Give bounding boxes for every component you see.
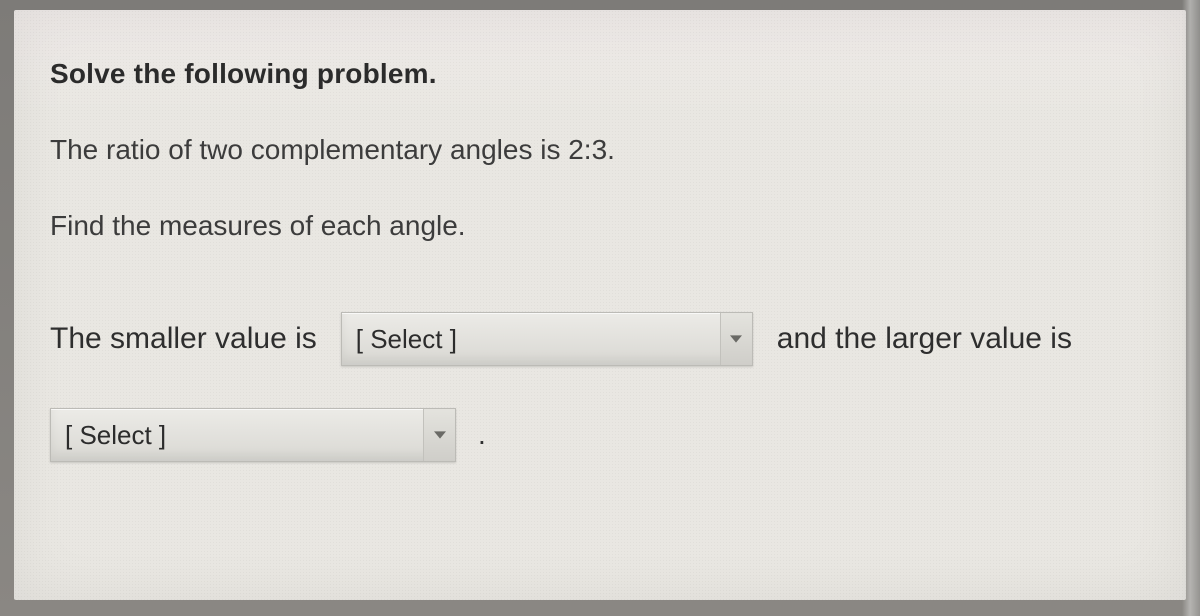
smaller-value-select[interactable]: [ Select ] bbox=[341, 312, 753, 366]
answer-row-1: The smaller value is [ Select ] and the … bbox=[50, 312, 1150, 366]
question-panel: Solve the following problem. The ratio o… bbox=[14, 10, 1186, 600]
answer-mid-text: and the larger value is bbox=[777, 322, 1072, 356]
answer-row-2: [ Select ] . bbox=[50, 408, 1150, 462]
larger-value-select-label: [ Select ] bbox=[51, 420, 423, 451]
chevron-down-icon bbox=[423, 409, 455, 461]
question-instruction: Find the measures of each angle. bbox=[50, 210, 1150, 242]
question-heading: Solve the following problem. bbox=[50, 58, 1150, 90]
smaller-value-select-label: [ Select ] bbox=[342, 324, 720, 355]
question-statement: The ratio of two complementary angles is… bbox=[50, 134, 1150, 166]
answer-trailing-period: . bbox=[474, 419, 486, 451]
chevron-down-icon bbox=[720, 313, 752, 365]
answer-lead-text: The smaller value is bbox=[50, 322, 317, 356]
larger-value-select[interactable]: [ Select ] bbox=[50, 408, 456, 462]
